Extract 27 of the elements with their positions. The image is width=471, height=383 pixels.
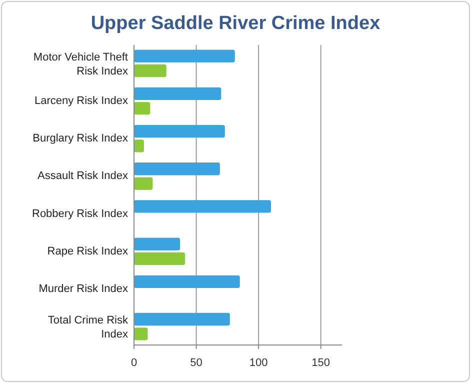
y-tick-label: Total Crime Risk Index	[48, 314, 128, 340]
chart-title: Upper Saddle River Crime Index	[90, 13, 381, 34]
x-tick-label: 100	[249, 357, 268, 369]
bar	[134, 124, 225, 138]
y-tick-label: Assault Risk Index	[38, 170, 128, 182]
x-tick-label: 150	[312, 357, 330, 369]
bar	[134, 87, 222, 100]
y-tick-label: Larceny Risk Index	[34, 94, 128, 107]
x-tick-label: 0	[130, 357, 138, 369]
y-tick-label: Burglary Risk Index	[32, 132, 128, 145]
bar	[134, 162, 220, 176]
bar	[134, 275, 240, 288]
bar	[134, 64, 166, 78]
bar	[134, 50, 235, 62]
bar	[134, 312, 230, 326]
bar	[134, 200, 272, 213]
bar	[134, 177, 153, 190]
bar	[134, 238, 180, 250]
bar	[134, 328, 148, 340]
y-tick-label: Murder Risk Index	[38, 282, 128, 295]
y-tick-label: Motor Vehicle Theft Risk Index	[33, 51, 128, 78]
bar	[134, 252, 186, 266]
y-tick-label: Rape Risk Index	[47, 245, 128, 258]
x-tick-label: 50	[190, 357, 202, 369]
bar	[134, 102, 150, 115]
bar	[134, 140, 144, 152]
y-tick-label: Robbery Risk Index	[32, 208, 128, 220]
